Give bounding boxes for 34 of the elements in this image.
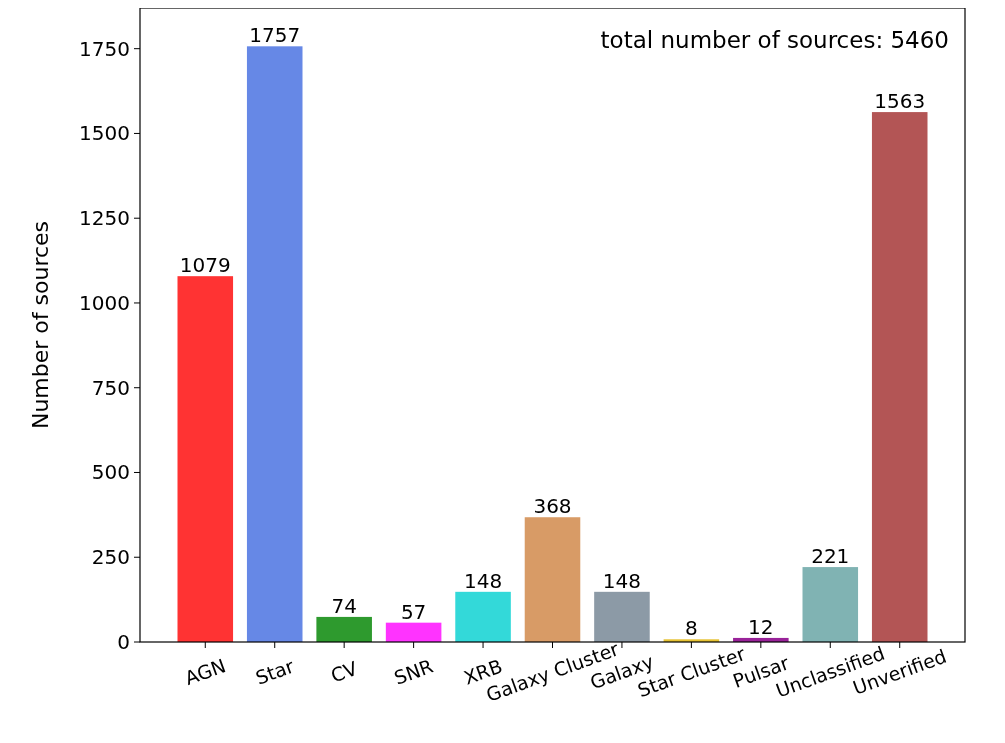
x-tick-label: CV [327, 656, 361, 687]
y-tick-label: 250 [91, 545, 130, 570]
x-tick-label: Star [252, 654, 297, 689]
y-tick-label: 750 [91, 375, 130, 400]
data-label: 57 [400, 599, 427, 624]
y-tick-label: 0 [117, 630, 130, 654]
bar [246, 46, 303, 642]
y-tick-label: 1500 [79, 121, 130, 146]
bar [385, 622, 442, 642]
data-label: 368 [533, 494, 572, 519]
data-label: 1079 [179, 253, 231, 278]
y-axis-title: Number of sources [28, 220, 53, 430]
x-tick-label: SNR [391, 654, 436, 689]
data-label: 12 [748, 614, 774, 639]
data-label: 148 [602, 568, 642, 593]
bar [316, 616, 372, 642]
data-label: 74 [331, 593, 357, 618]
annotation: total number of sources: 5460 [600, 27, 949, 53]
data-label: 1563 [874, 89, 926, 114]
x-tick-label: AGN [181, 654, 229, 690]
data-label: 221 [811, 544, 850, 569]
y-tick-label: 500 [91, 460, 130, 485]
bar [455, 591, 511, 642]
data-label: 148 [463, 568, 503, 593]
bar [871, 112, 928, 642]
y-tick-label: 1750 [79, 36, 130, 61]
data-label: 1757 [249, 23, 301, 48]
bar [177, 276, 234, 642]
y-tick-label: 1250 [79, 206, 130, 231]
bar [524, 517, 581, 642]
data-label: 8 [685, 616, 698, 641]
bar [594, 591, 650, 642]
y-tick-label: 1000 [79, 290, 130, 315]
bar [802, 567, 859, 642]
